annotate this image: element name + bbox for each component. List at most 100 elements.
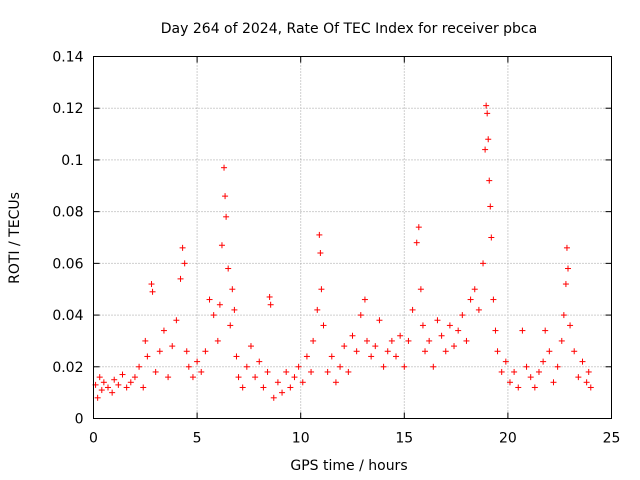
data-point xyxy=(498,368,505,375)
data-point xyxy=(94,394,101,401)
data-point xyxy=(397,332,404,339)
data-point xyxy=(256,358,263,365)
data-point xyxy=(291,374,298,381)
data-point xyxy=(484,110,491,117)
data-point xyxy=(332,379,339,386)
data-point xyxy=(202,348,209,355)
data-point xyxy=(372,343,379,350)
data-point xyxy=(523,363,530,370)
data-point xyxy=(542,327,549,334)
data-point xyxy=(494,348,501,355)
data-point xyxy=(511,368,518,375)
data-point xyxy=(413,239,420,246)
chart-title: Day 264 of 2024, Rate Of TEC Index for r… xyxy=(161,21,537,37)
data-point xyxy=(210,312,217,319)
data-point xyxy=(267,301,274,308)
data-point xyxy=(434,317,441,324)
data-point xyxy=(194,358,201,365)
data-point xyxy=(415,224,422,231)
data-point xyxy=(475,306,482,313)
data-point xyxy=(111,376,118,383)
data-point xyxy=(467,296,474,303)
data-point xyxy=(558,337,565,344)
data-point xyxy=(152,368,159,375)
data-point xyxy=(560,312,567,319)
data-point xyxy=(96,374,103,381)
data-point xyxy=(140,384,147,391)
data-point xyxy=(463,337,470,344)
data-point xyxy=(266,293,273,300)
data-point xyxy=(233,353,240,360)
data-point xyxy=(264,368,271,375)
data-point xyxy=(575,374,582,381)
data-point xyxy=(314,306,321,313)
data-point xyxy=(105,384,112,391)
data-point xyxy=(546,348,553,355)
data-point xyxy=(567,322,574,329)
data-point xyxy=(485,136,492,143)
data-point xyxy=(384,348,391,355)
data-point xyxy=(223,213,230,220)
data-point xyxy=(283,368,290,375)
data-point xyxy=(127,379,134,386)
x-tick-label: 20 xyxy=(499,431,517,447)
data-point xyxy=(148,281,155,288)
data-point xyxy=(123,384,130,391)
x-tick-label: 10 xyxy=(292,431,310,447)
data-point xyxy=(316,231,323,238)
data-point xyxy=(100,379,107,386)
data-point xyxy=(206,296,213,303)
data-point xyxy=(506,379,513,386)
data-point xyxy=(483,102,490,109)
data-point xyxy=(488,234,495,241)
data-point xyxy=(490,296,497,303)
data-point xyxy=(299,379,306,386)
data-point xyxy=(218,242,225,249)
data-point xyxy=(550,379,557,386)
data-point xyxy=(287,384,294,391)
data-point xyxy=(328,353,335,360)
data-point xyxy=(270,394,277,401)
data-point xyxy=(179,244,186,251)
data-point xyxy=(417,286,424,293)
data-point xyxy=(554,363,561,370)
data-point xyxy=(527,374,534,381)
data-point xyxy=(376,317,383,324)
data-point xyxy=(109,389,116,396)
data-point xyxy=(149,288,156,295)
data-point xyxy=(239,384,246,391)
x-tick-label: 15 xyxy=(395,431,413,447)
data-point xyxy=(587,384,594,391)
data-point xyxy=(487,203,494,210)
data-point xyxy=(243,363,250,370)
data-point xyxy=(317,250,324,257)
grid-lines xyxy=(93,56,612,419)
data-point xyxy=(119,371,126,378)
data-point xyxy=(471,286,478,293)
y-tick-label: 0.04 xyxy=(52,308,83,324)
data-point xyxy=(247,343,254,350)
data-point xyxy=(160,327,167,334)
data-point xyxy=(571,348,578,355)
data-point xyxy=(169,343,176,350)
data-point xyxy=(229,286,236,293)
data-point xyxy=(189,374,196,381)
data-point xyxy=(380,363,387,370)
data-point xyxy=(324,368,331,375)
data-point xyxy=(231,306,238,313)
data-point xyxy=(531,384,538,391)
data-point xyxy=(216,301,223,308)
data-point xyxy=(214,337,221,344)
data-point xyxy=(144,353,151,360)
y-tick-label: 0.02 xyxy=(52,360,83,376)
data-point xyxy=(357,312,364,319)
data-point xyxy=(519,327,526,334)
data-point xyxy=(446,322,453,329)
data-point xyxy=(177,275,184,282)
data-point xyxy=(388,337,395,344)
data-point xyxy=(222,193,229,200)
data-point xyxy=(405,337,412,344)
scatter-points xyxy=(92,102,594,401)
data-point xyxy=(492,327,499,334)
